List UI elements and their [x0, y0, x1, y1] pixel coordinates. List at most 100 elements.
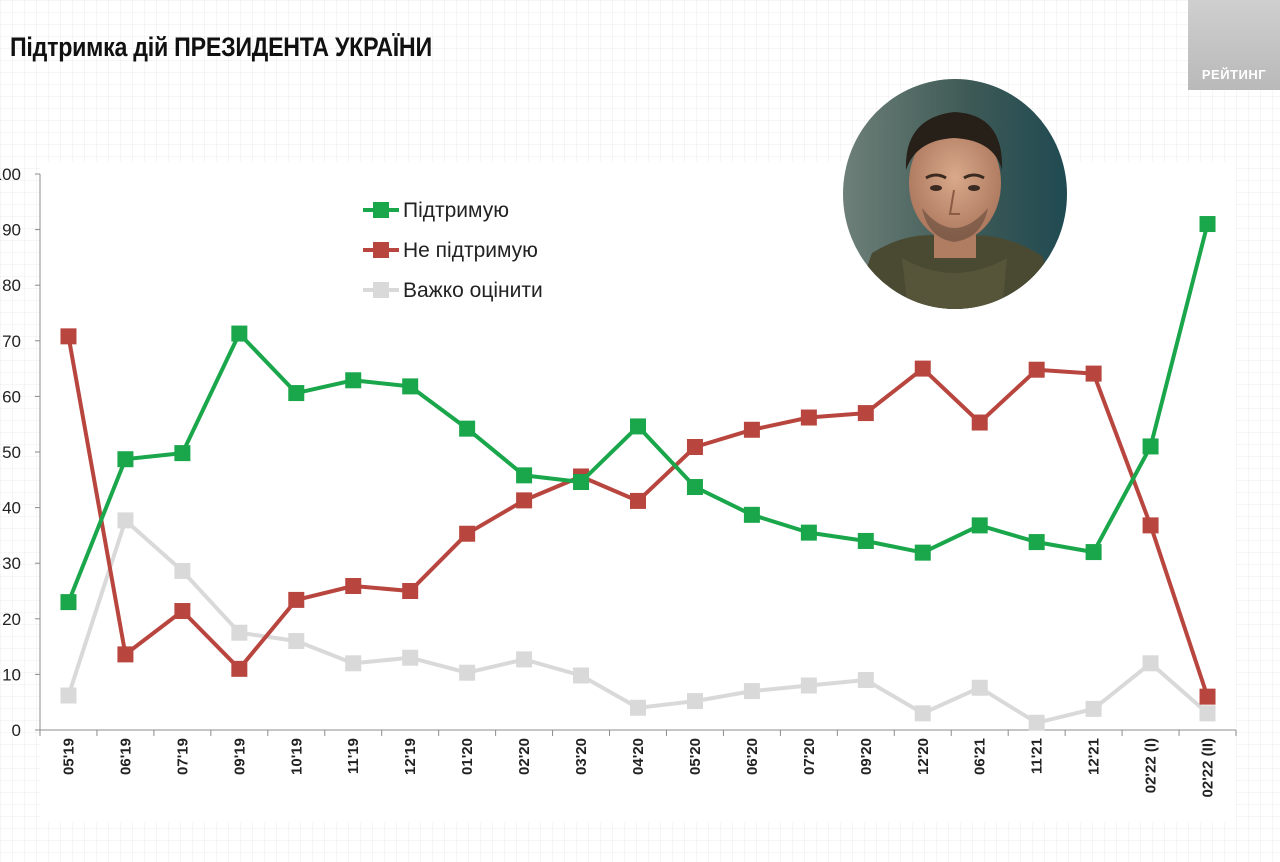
data-point — [288, 385, 305, 402]
data-point — [459, 664, 476, 681]
data-point — [971, 679, 988, 696]
data-point — [345, 655, 362, 672]
brand-label: РЕЙТИНГ — [1201, 67, 1267, 82]
data-point — [1142, 517, 1159, 534]
data-point — [857, 405, 874, 422]
legend-marker — [373, 202, 389, 218]
data-point — [516, 492, 533, 509]
data-point — [630, 699, 646, 716]
x-tick-label: 10'19 — [288, 738, 305, 775]
data-point — [1142, 655, 1159, 672]
data-point — [402, 649, 419, 666]
data-point — [288, 591, 305, 608]
data-point — [117, 646, 134, 663]
data-point — [60, 594, 77, 611]
data-point — [516, 651, 533, 668]
data-point — [857, 532, 874, 549]
x-tick-label: 06'20 — [744, 738, 761, 775]
legend-item: Важко оцінити — [363, 279, 543, 302]
x-tick-label: 06'19 — [117, 738, 134, 775]
data-point — [1028, 534, 1045, 551]
data-point — [1199, 216, 1216, 233]
y-tick-label: 40 — [2, 499, 21, 518]
data-point — [800, 524, 817, 541]
legend-label: Не підтримую — [403, 239, 538, 262]
data-point — [857, 671, 874, 688]
data-point — [686, 438, 703, 455]
data-point — [231, 325, 248, 342]
x-tick-label: 04'20 — [630, 738, 647, 775]
y-tick-label: 100 — [0, 165, 21, 184]
data-point — [174, 445, 191, 462]
data-point — [800, 677, 817, 694]
x-tick-label: 01'20 — [459, 738, 476, 775]
data-point — [630, 418, 646, 435]
data-point — [1028, 714, 1045, 731]
x-tick-label: 02'20 — [516, 738, 533, 775]
data-point — [1085, 365, 1102, 382]
data-point — [743, 506, 760, 523]
data-point — [971, 414, 988, 431]
legend-label: Важко оцінити — [403, 279, 543, 302]
data-point — [459, 525, 476, 542]
x-tick-label: 07'19 — [174, 738, 191, 775]
y-tick-label: 80 — [2, 276, 21, 295]
data-point — [345, 577, 362, 594]
data-point — [686, 693, 703, 710]
data-point — [345, 372, 362, 389]
data-point — [573, 667, 590, 684]
data-point — [231, 624, 248, 641]
data-point — [402, 378, 419, 395]
data-point — [914, 360, 931, 377]
data-point — [573, 474, 590, 491]
x-tick-label: 03'20 — [573, 738, 590, 775]
series-1 — [60, 328, 1216, 705]
data-point — [743, 683, 760, 700]
data-point — [60, 687, 77, 704]
brand-logo: РЕЙТИНГ — [1188, 0, 1280, 90]
data-point — [1085, 700, 1102, 717]
data-point — [1085, 544, 1102, 561]
x-tick-label: 02'22 (II) — [1200, 738, 1217, 797]
series-2 — [60, 512, 1216, 731]
y-tick-label: 60 — [2, 387, 21, 406]
x-tick-label: 12'21 — [1086, 738, 1103, 775]
data-point — [914, 544, 931, 561]
y-tick-label: 10 — [2, 665, 21, 684]
series-line — [66, 518, 1209, 725]
data-point — [231, 660, 248, 677]
data-point — [686, 479, 703, 496]
x-tick-label: 12'19 — [402, 738, 419, 775]
page-title: Підтримка дій ПРЕЗИДЕНТА УКРАЇНИ — [10, 32, 432, 62]
y-tick-label: 50 — [2, 443, 21, 462]
data-point — [971, 517, 988, 534]
x-tick-label: 11'21 — [1029, 738, 1046, 774]
series-line — [66, 336, 1210, 698]
series-layer — [60, 216, 1216, 731]
data-point — [743, 421, 760, 438]
data-point — [117, 451, 134, 468]
legend: Підтримую Не підтримую Важко оцінити — [363, 199, 543, 302]
data-point — [1142, 438, 1159, 455]
legend-item: Підтримую — [363, 199, 509, 222]
data-point — [800, 409, 817, 426]
y-tick-label: 30 — [2, 554, 21, 573]
axes: 0 10 20 30 40 50 60 70 80 90 100 05'19 06'19 07'19 09'… — [0, 165, 1237, 797]
data-point — [60, 328, 77, 345]
legend-label: Підтримую — [403, 199, 509, 222]
x-tick-label: 11'19 — [345, 738, 362, 774]
data-point — [1028, 361, 1045, 378]
data-point — [288, 633, 305, 650]
series-0 — [60, 216, 1216, 611]
portrait-photo — [843, 79, 1067, 309]
x-tick-label: 06'21 — [972, 738, 989, 775]
y-tick-label: 0 — [12, 721, 21, 740]
y-tick-label: 90 — [2, 221, 21, 240]
x-tick-label: 02'22 (I) — [1143, 738, 1160, 793]
x-tick-label: 05'19 — [60, 738, 77, 775]
x-tick-label: 05'20 — [687, 738, 704, 775]
data-point — [174, 603, 191, 620]
data-point — [1199, 688, 1216, 705]
x-tick-label: 07'20 — [801, 738, 818, 775]
